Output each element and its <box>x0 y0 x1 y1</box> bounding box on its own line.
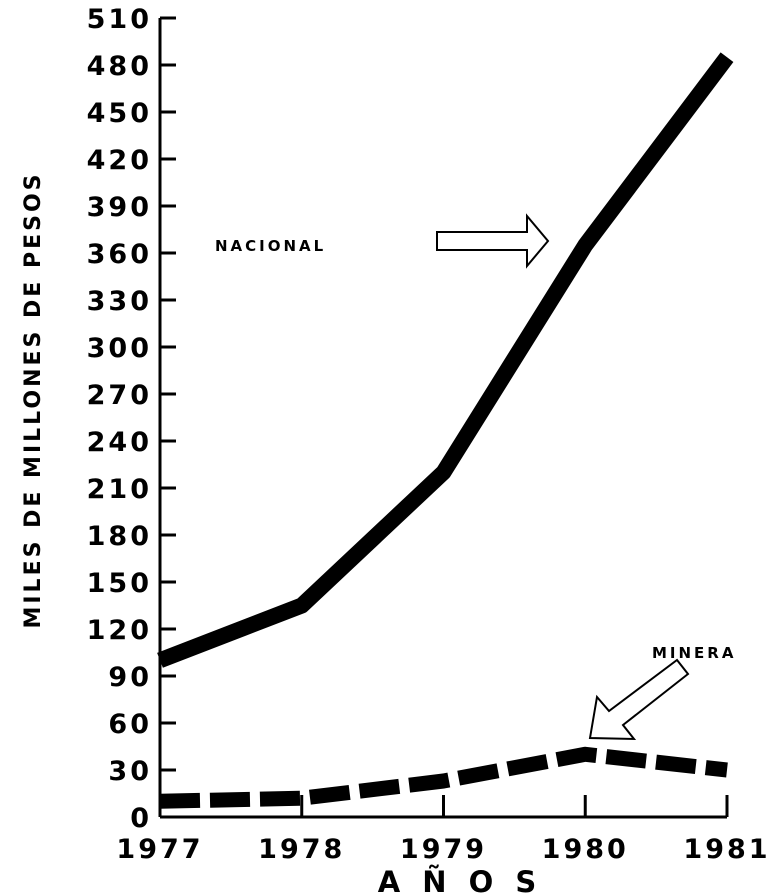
y-tick-label: 420 <box>87 145 152 176</box>
x-axis-title: A Ñ O S <box>378 865 543 895</box>
y-tick-label: 0 <box>130 803 152 834</box>
x-tick-label: 1981 <box>683 834 770 865</box>
y-tick-label: 510 <box>87 4 152 35</box>
x-tick-label: 1978 <box>258 834 345 865</box>
y-tick-label: 180 <box>87 521 152 552</box>
arrow-right-icon <box>436 213 550 269</box>
y-tick-label: 480 <box>87 51 152 82</box>
y-axis-title: MILES DE MILLONES DE PESOS <box>21 171 46 628</box>
y-tick-label: 210 <box>87 474 152 505</box>
x-axis: 1977 1978 1979 1980 1981 <box>116 795 770 865</box>
y-tick-label: 150 <box>87 568 152 599</box>
annotations: NACIONAL MINERA <box>215 213 736 741</box>
x-tick-label: 1977 <box>116 834 203 865</box>
y-tick-label: 450 <box>87 98 152 129</box>
nacional-label: NACIONAL <box>215 237 326 255</box>
series-line-nacional <box>157 52 734 668</box>
x-tick-label: 1980 <box>542 834 629 865</box>
x-tick-label: 1979 <box>400 834 487 865</box>
y-tick-label: 240 <box>87 427 152 458</box>
y-axis: 0 30 60 90 120 150 180 210 240 270 300 330 360 390 420… <box>87 4 176 834</box>
y-tick-label: 90 <box>108 662 152 693</box>
y-tick-label: 60 <box>108 709 152 740</box>
y-tick-label: 30 <box>108 756 152 787</box>
y-tick-label: 330 <box>87 286 152 317</box>
y-tick-label: 270 <box>87 380 152 411</box>
y-tick-label: 300 <box>87 333 152 364</box>
y-tick-label: 120 <box>87 615 152 646</box>
y-tick-label: 360 <box>87 239 152 270</box>
series-line-minera <box>159 746 728 809</box>
arrow-down-left-icon <box>588 658 690 741</box>
series <box>157 52 734 809</box>
y-tick-label: 390 <box>87 192 152 223</box>
minera-label: MINERA <box>652 644 736 662</box>
